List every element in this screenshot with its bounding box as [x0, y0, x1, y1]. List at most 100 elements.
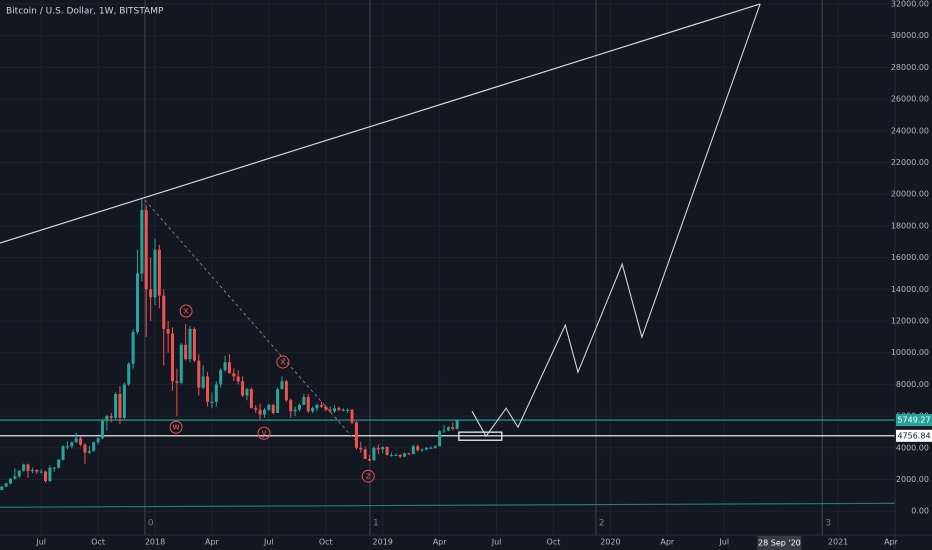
candle-body [376, 447, 380, 450]
candle-body [4, 483, 8, 487]
candle-body [429, 447, 433, 449]
price-label: 5749.27 [897, 416, 930, 425]
wave-circle [361, 469, 375, 483]
y-tick-label: 16000.00 [891, 253, 929, 262]
candle-body [341, 409, 345, 411]
candle-body [241, 381, 245, 396]
wave-circle [257, 426, 271, 440]
candle-body [214, 384, 218, 402]
candle-body [394, 454, 398, 456]
wave-label: x [280, 358, 286, 368]
y-tick-label: 12000.00 [891, 317, 929, 326]
candle-body [179, 344, 183, 383]
base-line [0, 502, 895, 508]
candle-body [403, 453, 407, 457]
candle-body [192, 328, 196, 361]
candle-body [92, 442, 96, 451]
candle-body [315, 405, 319, 409]
candle-body [39, 471, 43, 473]
projection-path [471, 3, 761, 438]
candle-body [249, 389, 253, 409]
candle-body [337, 408, 341, 410]
candle-body [70, 442, 74, 447]
candle-body [407, 453, 411, 455]
candle-body [359, 447, 363, 450]
wave-label: w [172, 423, 179, 433]
wave-circle [179, 304, 193, 318]
candle-body [206, 376, 210, 402]
candle-body [17, 470, 21, 477]
candle-body [22, 464, 26, 471]
candle-body [368, 458, 372, 461]
price-label-box [896, 414, 932, 427]
candle-body [149, 289, 153, 298]
candle-body [96, 438, 100, 443]
candle-body [35, 470, 39, 472]
candle-body [333, 408, 337, 412]
y-tick-label: 32000.00 [891, 0, 929, 8]
x-tick-label: 2020 [600, 538, 620, 547]
trend-line [0, 3, 761, 244]
candle-body [227, 362, 231, 374]
candle-body [13, 476, 17, 479]
candle-body [354, 422, 358, 448]
candle-body [30, 470, 34, 472]
candle-body [245, 389, 249, 396]
candle-body [188, 328, 192, 360]
candle-body [289, 400, 293, 412]
candle-body [363, 449, 367, 459]
candle-body [175, 381, 179, 383]
y-tick-label: 10000.00 [891, 348, 929, 357]
candle-body [298, 405, 302, 410]
candle-body [420, 449, 424, 451]
candle-body [131, 332, 135, 364]
candle-body [267, 405, 271, 410]
y-tick-label: 26000.00 [891, 95, 929, 104]
y-tick-label: 4000.00 [896, 443, 929, 452]
candle-body [122, 384, 126, 418]
y-tick-label: 28000.00 [891, 63, 929, 72]
crosshair-label: 28 Sep '20 [758, 539, 801, 548]
candle-body [44, 471, 48, 482]
candle-body [293, 409, 297, 412]
candle-body [210, 401, 214, 403]
x-tick-label: Jul [718, 538, 729, 547]
candle-body [442, 430, 446, 432]
candle-body [61, 446, 65, 460]
candle-body [284, 381, 288, 401]
cycle-label: 3 [825, 519, 831, 529]
candle-body [319, 405, 323, 407]
candle-body [83, 444, 87, 453]
x-tick-label: 2018 [145, 538, 165, 547]
candle-body [127, 363, 131, 385]
candle-body [389, 454, 393, 456]
candle-body [87, 450, 91, 453]
grid [0, 0, 896, 535]
candle-body [254, 408, 258, 410]
candle-body [433, 446, 437, 448]
candle-body [411, 446, 415, 455]
x-tick-label: 2021 [828, 538, 848, 547]
candle-body [438, 431, 442, 447]
candle-body [144, 210, 148, 290]
candle-body [416, 446, 420, 451]
candle-body [162, 295, 166, 329]
candle-body [262, 409, 266, 415]
cycle-label: 1 [373, 519, 379, 529]
wave-label: x [183, 307, 189, 317]
candle-body [276, 389, 280, 413]
candle-body [118, 393, 122, 418]
y-tick-label: 24000.00 [891, 126, 929, 135]
chart-title: Bitcoin / U.S. Dollar, 1W, BITSTAMP [6, 7, 164, 17]
candle-body [306, 397, 310, 412]
x-tick-label: Apr [884, 538, 899, 547]
candle-body [446, 427, 450, 431]
candle-body [57, 459, 61, 468]
x-tick-label: Oct [547, 538, 561, 547]
candle-body [166, 328, 170, 334]
candle-body [0, 486, 4, 490]
candle-body [26, 464, 30, 471]
candle-body [79, 438, 83, 445]
candle-body [311, 408, 315, 412]
